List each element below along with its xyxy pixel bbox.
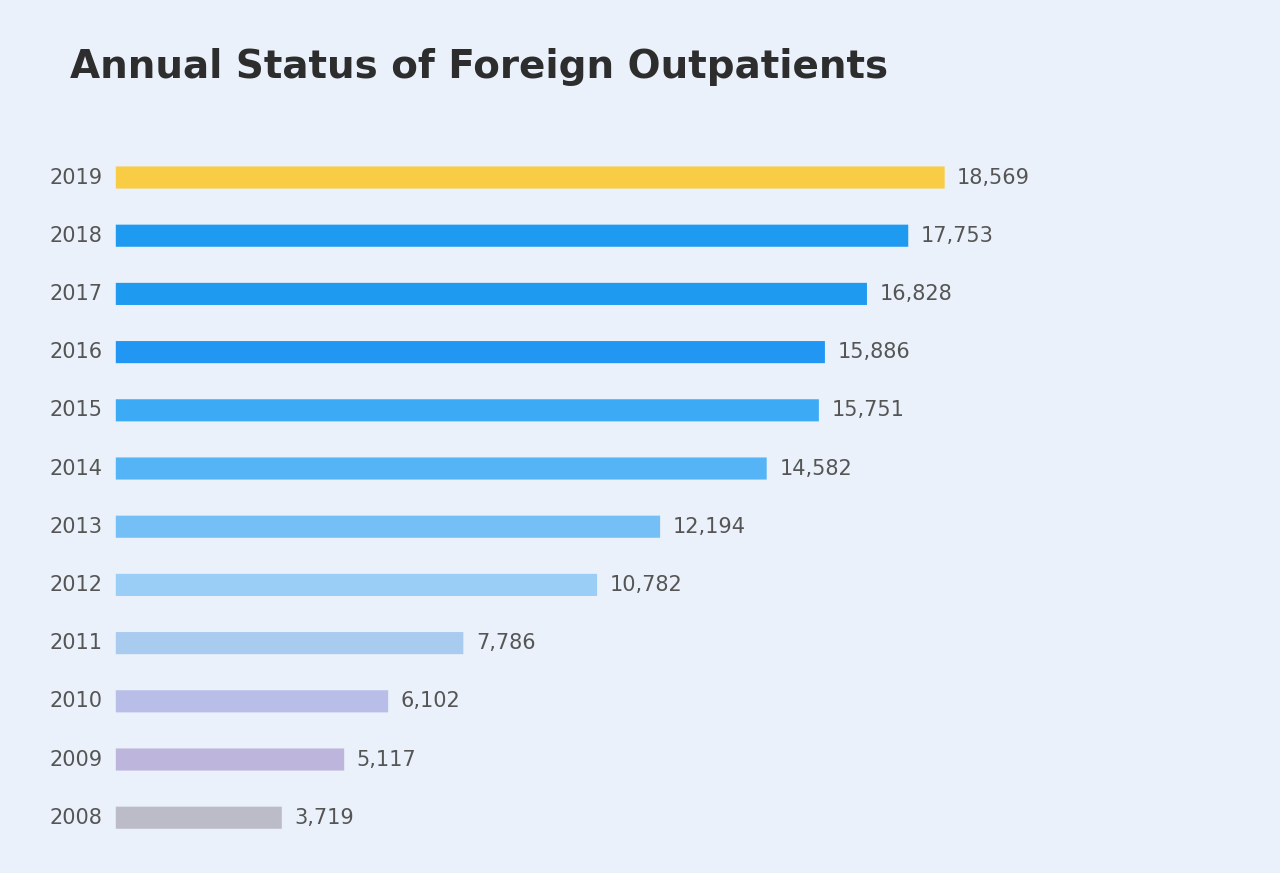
Text: 5,117: 5,117: [357, 750, 416, 769]
Text: 2013: 2013: [50, 517, 102, 537]
Text: 17,753: 17,753: [920, 226, 993, 245]
FancyBboxPatch shape: [115, 167, 945, 189]
FancyBboxPatch shape: [115, 399, 819, 422]
Text: 2012: 2012: [50, 575, 102, 595]
Text: 2015: 2015: [50, 401, 102, 420]
FancyBboxPatch shape: [115, 632, 463, 654]
Text: 18,569: 18,569: [957, 168, 1030, 188]
FancyBboxPatch shape: [115, 283, 867, 305]
Text: 15,751: 15,751: [832, 401, 904, 420]
FancyBboxPatch shape: [115, 807, 282, 828]
Text: 14,582: 14,582: [780, 458, 852, 478]
Text: 2018: 2018: [50, 226, 102, 245]
Text: 2009: 2009: [49, 750, 102, 769]
FancyBboxPatch shape: [115, 224, 909, 247]
Text: 2016: 2016: [49, 342, 102, 362]
FancyBboxPatch shape: [115, 691, 388, 712]
FancyBboxPatch shape: [115, 457, 767, 479]
Text: 6,102: 6,102: [401, 691, 461, 711]
FancyBboxPatch shape: [115, 341, 824, 363]
Text: 15,886: 15,886: [837, 342, 910, 362]
FancyBboxPatch shape: [115, 748, 344, 771]
Text: 2008: 2008: [50, 808, 102, 828]
FancyBboxPatch shape: [115, 516, 660, 538]
Text: 2019: 2019: [49, 168, 102, 188]
Text: 10,782: 10,782: [609, 575, 682, 595]
Text: Annual Status of Foreign Outpatients: Annual Status of Foreign Outpatients: [70, 48, 888, 86]
Text: 2017: 2017: [50, 284, 102, 304]
Text: 3,719: 3,719: [294, 808, 355, 828]
Text: 12,194: 12,194: [672, 517, 746, 537]
Text: 2014: 2014: [50, 458, 102, 478]
Text: 2011: 2011: [50, 633, 102, 653]
FancyBboxPatch shape: [115, 574, 596, 596]
Text: 2010: 2010: [50, 691, 102, 711]
Text: 7,786: 7,786: [476, 633, 535, 653]
Text: 16,828: 16,828: [879, 284, 952, 304]
